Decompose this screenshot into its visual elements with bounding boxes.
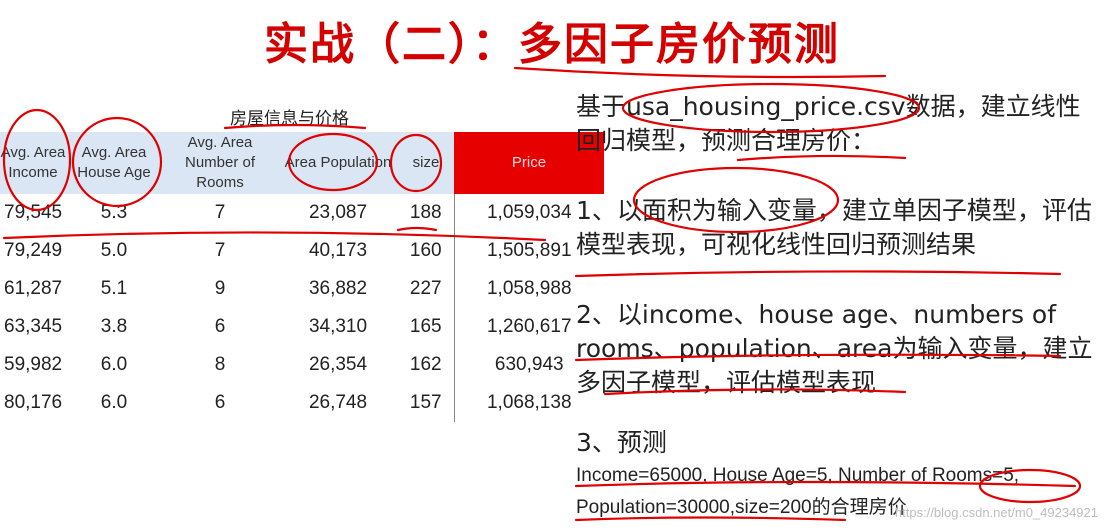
task-step-2: 2、以income、house age、numbers of rooms、pop… (576, 300, 1093, 397)
cell-price: 1,068,138 (453, 384, 604, 422)
cell-population: 40,173 (308, 240, 368, 261)
cell-price: 1,059,034 (453, 194, 604, 232)
cell-price: 1,058,988 (453, 270, 604, 308)
cell-income: 80,176 (4, 392, 63, 413)
table-header-row: Avg. Area Income Avg. Area House Age Avg… (0, 132, 604, 194)
cell-house-age: 5.3 (100, 202, 128, 223)
cell-rooms: 7 (214, 202, 226, 223)
task-step-3-line-1: Income=65000, House Age=5, Number of Roo… (576, 465, 1020, 486)
cell-income: 63,345 (4, 316, 63, 337)
cell-size: 160 (409, 240, 442, 261)
cell-size: 162 (409, 354, 442, 375)
cell-population: 36,882 (308, 278, 368, 299)
header-income: Avg. Area Income (0, 132, 66, 194)
table-row: 63,345 3.8 6 34,310 165 1,260,617 (0, 308, 604, 346)
table-caption: 房屋信息与价格 (230, 109, 349, 128)
cell-price: 630,943 (453, 346, 604, 384)
cell-rooms: 7 (214, 240, 226, 261)
cell-rooms: 9 (214, 278, 226, 299)
housing-table-container: Avg. Area Income Avg. Area House Age Avg… (0, 132, 604, 422)
header-house-age: Avg. Area House Age (66, 132, 162, 194)
cell-income: 61,287 (4, 278, 63, 299)
cell-population: 23,087 (308, 202, 368, 223)
cell-population: 26,748 (308, 392, 368, 413)
cell-size: 165 (409, 316, 442, 337)
slide-title: 实战（二）：多因子房价预测 (264, 19, 840, 70)
cell-house-age: 6.0 (100, 354, 128, 375)
task-intro: 基于usa_housing_price.csv数据，建立线性回归模型，预测合理房… (576, 92, 1081, 155)
cell-size: 157 (409, 392, 442, 413)
header-rooms: Avg. Area Number of Rooms (162, 132, 278, 194)
task-step-3-inputs: Income=65000, House Age=5, Number of Roo… (576, 460, 1019, 524)
cell-income: 79,545 (4, 202, 63, 223)
cell-rooms: 8 (214, 354, 226, 375)
cell-rooms: 6 (214, 316, 226, 337)
header-population: Area Population (278, 132, 398, 194)
cell-house-age: 6.0 (100, 392, 128, 413)
cell-income: 79,249 (4, 240, 63, 261)
cell-population: 34,310 (308, 316, 368, 337)
watermark: https://blog.csdn.net/m0_49234921 (894, 505, 1098, 520)
cell-population: 26,354 (308, 354, 368, 375)
cell-size: 227 (409, 278, 442, 299)
cell-price: 1,260,617 (453, 308, 604, 346)
cell-size: 188 (409, 202, 442, 223)
step1-underline (574, 270, 1062, 278)
table-row: 80,176 6.0 6 26,748 157 1,068,138 (0, 384, 604, 422)
housing-table: Avg. Area Income Avg. Area House Age Avg… (0, 132, 604, 422)
task-step-3-line-2: Population=30000,size=200的合理房价 (576, 497, 907, 518)
table-row: 79,249 5.0 7 40,173 160 1,505,891 (0, 232, 604, 270)
cell-house-age: 3.8 (100, 316, 128, 337)
cell-house-age: 5.0 (100, 240, 128, 261)
table-row: 59,982 6.0 8 26,354 162 630,943 (0, 346, 604, 384)
table-row: 61,287 5.1 9 36,882 227 1,058,988 (0, 270, 604, 308)
header-size: size (398, 132, 454, 194)
header-price: Price (454, 132, 604, 194)
task-step-3-heading: 3、预测 (576, 428, 667, 457)
cell-income: 59,982 (4, 354, 63, 375)
cell-rooms: 6 (214, 392, 226, 413)
cell-house-age: 5.1 (100, 278, 128, 299)
task-step-1: 1、以面积为输入变量，建立单因子模型，评估模型表现，可视化线性回归预测结果 (576, 196, 1092, 259)
table-row: 79,545 5.3 7 23,087 188 1,059,034 (0, 194, 604, 232)
